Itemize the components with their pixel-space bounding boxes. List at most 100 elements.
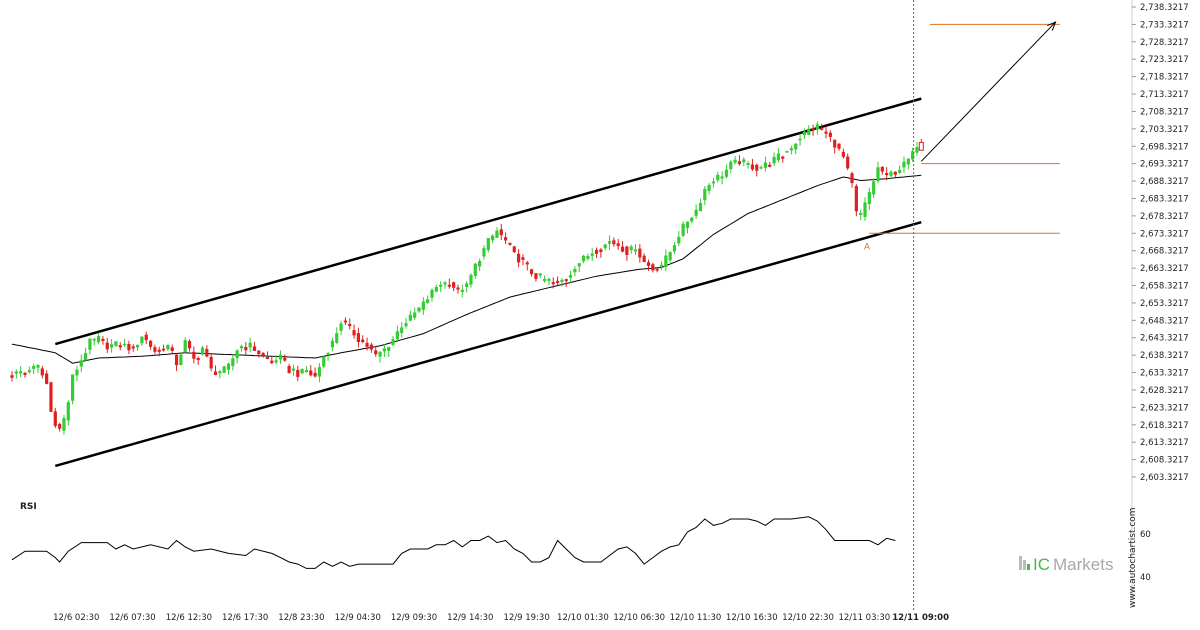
bullish-candle	[135, 344, 140, 351]
bearish-candle	[53, 407, 57, 429]
bearish-candle	[525, 260, 529, 271]
candle-body	[915, 147, 919, 153]
candle-body	[547, 278, 551, 281]
candle-body	[460, 289, 464, 292]
time-tick-label: 12/8 23:30	[278, 613, 324, 623]
candle-body	[144, 334, 148, 341]
bearish-candle	[551, 277, 555, 289]
bullish-candle	[581, 254, 586, 264]
candle-body	[10, 375, 14, 378]
candle-body	[486, 238, 490, 251]
rsi-label: RSI	[20, 502, 37, 512]
price-tick-label: 2,738.3217	[1140, 3, 1189, 13]
candle-body	[776, 153, 781, 161]
bullish-candle	[603, 243, 607, 251]
bearish-candle	[564, 278, 568, 288]
bearish-candle	[283, 354, 287, 362]
candle-body	[638, 248, 642, 258]
bearish-candle	[153, 344, 157, 355]
bearish-candle	[755, 163, 759, 177]
bearish-candle	[356, 327, 360, 348]
candle-body	[880, 166, 884, 172]
bullish-candle	[668, 251, 672, 265]
candle-body	[599, 249, 603, 253]
candle-body	[434, 286, 438, 292]
bearish-candle	[309, 365, 313, 377]
candle-body	[594, 249, 599, 254]
bullish-candle	[586, 253, 590, 261]
bullish-candle	[486, 237, 490, 253]
candle-body	[499, 229, 503, 236]
bearish-candle	[170, 344, 174, 354]
candle-body	[612, 240, 616, 245]
candle-body	[374, 350, 378, 355]
price-tick-label: 2,723.3217	[1140, 55, 1189, 65]
pattern-marker-label: A	[864, 243, 871, 253]
bullish-candle	[633, 244, 638, 255]
bearish-candle	[833, 139, 837, 154]
bullish-candle	[902, 156, 906, 174]
bullish-candle	[426, 295, 430, 304]
candle-body	[239, 346, 244, 349]
candle-body	[473, 263, 477, 276]
bearish-candle	[369, 342, 373, 353]
bearish-candle	[187, 339, 192, 352]
bullish-candle	[672, 242, 677, 254]
time-tick-label: 12/6 07:30	[109, 613, 155, 623]
bullish-candle	[547, 277, 551, 286]
candle-body	[200, 347, 205, 355]
candle-body	[45, 373, 49, 384]
bullish-candle	[413, 307, 417, 321]
price-tick-label: 2,613.3217	[1140, 438, 1189, 448]
candle-body	[672, 245, 677, 252]
bullish-candle	[322, 355, 326, 369]
candle-body	[542, 278, 547, 282]
bullish-candle	[326, 351, 330, 361]
candle-body	[560, 279, 564, 283]
candle-body	[421, 301, 425, 310]
candle-body	[209, 356, 213, 369]
candle-body	[525, 262, 529, 265]
candle-body	[607, 241, 612, 244]
bullish-candle	[32, 363, 36, 375]
bearish-candle	[144, 331, 148, 345]
bullish-candle	[387, 346, 391, 357]
bullish-candle	[664, 249, 668, 272]
bullish-candle	[417, 307, 421, 313]
candle-body	[304, 370, 309, 373]
bearish-candle	[127, 340, 131, 355]
bullish-candle	[685, 221, 690, 234]
bullish-candle	[179, 353, 183, 366]
bearish-candle	[820, 123, 824, 131]
bearish-candle	[508, 242, 512, 246]
bullish-candle	[681, 221, 685, 238]
candle-body	[118, 345, 122, 348]
price-tick-label: 2,638.3217	[1140, 351, 1189, 361]
price-tick-label: 2,603.3217	[1140, 473, 1189, 483]
candle-body	[439, 284, 443, 287]
bearish-candle	[452, 281, 456, 292]
bearish-candle	[893, 171, 897, 178]
bullish-candle	[577, 263, 581, 273]
bullish-candle	[746, 160, 750, 169]
candle-body	[789, 148, 793, 151]
candle-body	[32, 365, 36, 369]
bullish-candle	[538, 273, 542, 278]
bearish-candle	[270, 355, 274, 365]
bullish-candle	[304, 366, 309, 373]
bearish-candle	[918, 138, 924, 151]
candle-body	[798, 138, 802, 141]
candle-body	[716, 174, 720, 181]
bearish-candle	[599, 247, 603, 258]
bearish-candle	[555, 276, 560, 286]
candle-body	[391, 339, 395, 345]
bearish-candle	[456, 284, 460, 294]
price-tick-label: 2,698.3217	[1140, 142, 1189, 152]
candle-body	[166, 344, 170, 350]
candle-body	[291, 368, 296, 371]
candle-body	[352, 330, 356, 336]
candle-body	[824, 131, 828, 134]
bearish-candle	[646, 259, 651, 271]
bearish-candle	[161, 344, 166, 352]
candle-body	[833, 139, 837, 148]
